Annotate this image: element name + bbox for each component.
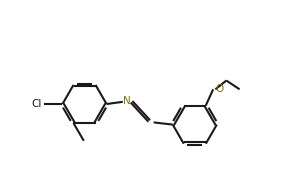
Text: O: O [215,84,224,94]
Text: N: N [123,96,131,106]
Text: Cl: Cl [31,99,42,109]
